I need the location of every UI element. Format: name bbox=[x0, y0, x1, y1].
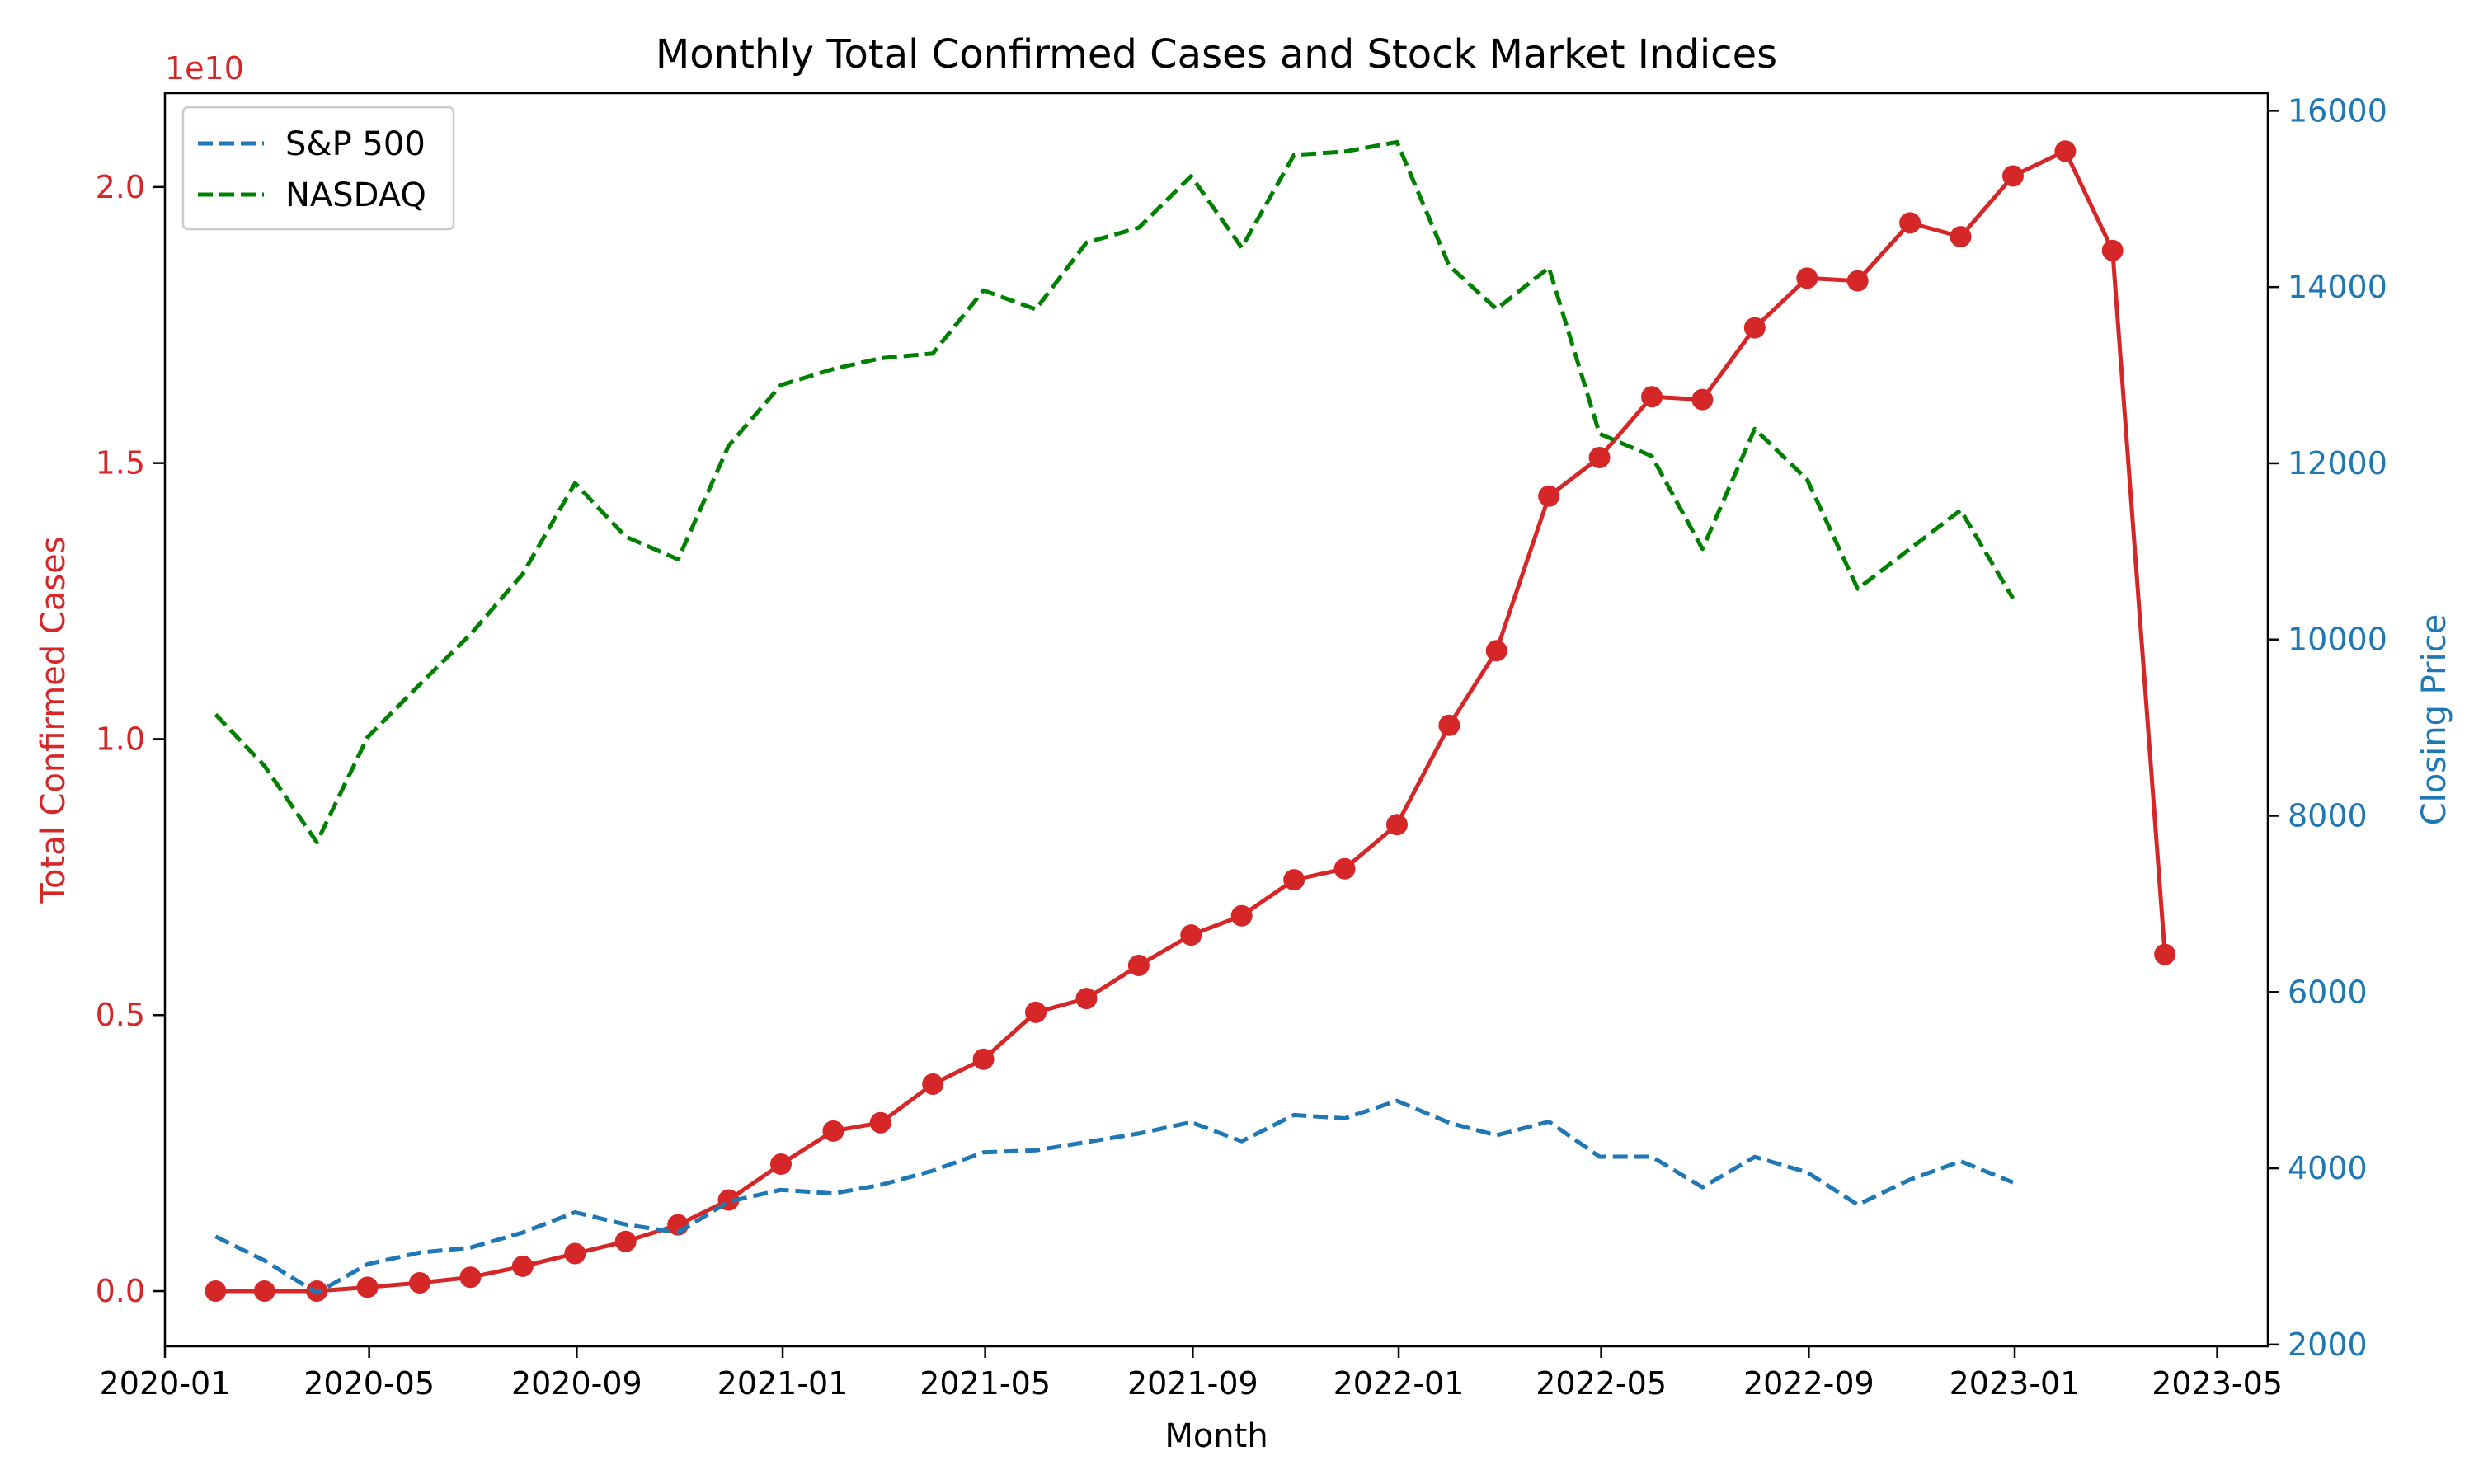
x-tick-label: 2021-01 bbox=[717, 1365, 849, 1402]
data-point-total-confirmed-cases bbox=[1180, 924, 1202, 946]
data-point-total-confirmed-cases bbox=[1438, 714, 1460, 736]
data-point-total-confirmed-cases bbox=[1333, 857, 1356, 880]
x-tick-label: 2021-05 bbox=[920, 1365, 1051, 1402]
data-point-total-confirmed-cases bbox=[972, 1048, 995, 1070]
chart-title: Monthly Total Confirmed Cases and Stock … bbox=[656, 31, 1777, 77]
right-y-axis: 2000 4000 6000 8000 10000 12000 14000 16000 bbox=[2268, 92, 2387, 1363]
plot-frame bbox=[163, 92, 2269, 1348]
data-point-total-confirmed-cases bbox=[1950, 226, 1972, 248]
data-point-total-confirmed-cases bbox=[1691, 388, 1714, 411]
data-point-total-confirmed-cases bbox=[1588, 446, 1611, 468]
left-tick-label: 1.5 bbox=[96, 445, 145, 481]
data-point-total-confirmed-cases bbox=[459, 1266, 482, 1289]
legend-label: NASDAQ bbox=[285, 176, 426, 214]
x-tick-label: 2022-01 bbox=[1333, 1365, 1465, 1402]
right-tick-label: 2000 bbox=[2288, 1327, 2368, 1363]
data-point-total-confirmed-cases bbox=[511, 1255, 534, 1277]
data-point-total-confirmed-cases bbox=[409, 1271, 431, 1294]
data-point-total-confirmed-cases bbox=[1846, 270, 1869, 292]
x-tick-label: 2022-09 bbox=[1743, 1365, 1874, 1402]
right-tick-label: 14000 bbox=[2288, 269, 2387, 305]
legend: S&P 500 NASDAQ bbox=[181, 106, 455, 231]
right-tick-label: 10000 bbox=[2288, 622, 2387, 658]
left-y-axis: 0.0 0.5 1.0 1.5 2.0 bbox=[96, 169, 165, 1309]
data-point-total-confirmed-cases bbox=[2101, 239, 2124, 261]
legend-label: S&P 500 bbox=[285, 125, 426, 163]
data-point-total-confirmed-cases bbox=[822, 1120, 844, 1142]
right-tick-label: 12000 bbox=[2288, 445, 2387, 481]
x-tick-label: 2020-05 bbox=[303, 1365, 435, 1402]
data-point-total-confirmed-cases bbox=[1485, 640, 1507, 662]
right-tick-label: 4000 bbox=[2288, 1150, 2368, 1186]
data-point-total-confirmed-cases bbox=[1899, 212, 1921, 234]
data-point-total-confirmed-cases bbox=[1796, 267, 1818, 289]
data-point-total-confirmed-cases bbox=[1385, 814, 1408, 836]
data-point-total-confirmed-cases bbox=[614, 1230, 637, 1252]
data-point-total-confirmed-cases bbox=[769, 1153, 792, 1176]
data-point-total-confirmed-cases bbox=[205, 1280, 227, 1303]
data-point-total-confirmed-cases bbox=[1283, 869, 1305, 891]
x-tick-label: 2021-09 bbox=[1127, 1365, 1258, 1402]
left-axis-offset-label: 1e10 bbox=[165, 50, 244, 87]
data-point-total-confirmed-cases bbox=[1743, 317, 1766, 339]
x-tick-label: 2020-01 bbox=[100, 1365, 231, 1402]
left-tick-label: 0.5 bbox=[96, 997, 145, 1033]
data-point-total-confirmed-cases bbox=[2054, 140, 2077, 162]
plot-area bbox=[205, 139, 2176, 1303]
data-point-total-confirmed-cases bbox=[1127, 954, 1150, 976]
data-point-total-confirmed-cases bbox=[564, 1242, 586, 1265]
data-point-total-confirmed-cases bbox=[1025, 1001, 1047, 1023]
left-tick-label: 0.0 bbox=[96, 1273, 145, 1309]
right-tick-label: 6000 bbox=[2288, 974, 2368, 1010]
right-y-axis-title: Closing Price bbox=[2415, 614, 2453, 826]
series-line-nasdaq bbox=[214, 139, 2015, 845]
x-axis-title: Month bbox=[1164, 1417, 1268, 1455]
legend-box bbox=[181, 106, 455, 231]
left-y-axis-title: Total Confirmed Cases bbox=[35, 536, 73, 904]
series-line-s-p-500 bbox=[214, 1098, 2014, 1295]
data-point-total-confirmed-cases bbox=[2154, 943, 2176, 965]
left-tick-label: 2.0 bbox=[96, 169, 145, 205]
x-tick-label: 2023-05 bbox=[2152, 1365, 2283, 1402]
x-axis: 2020-01 2020-05 2020-09 2021-01 2021-05 2021-… bbox=[100, 1346, 2283, 1402]
right-tick-label: 16000 bbox=[2288, 92, 2387, 129]
data-point-total-confirmed-cases bbox=[356, 1276, 379, 1298]
x-tick-label: 2023-01 bbox=[1950, 1365, 2081, 1402]
x-tick-label: 2022-05 bbox=[1536, 1365, 1667, 1402]
x-tick-label: 2020-09 bbox=[511, 1365, 642, 1402]
data-point-total-confirmed-cases bbox=[1641, 386, 1663, 408]
data-point-total-confirmed-cases bbox=[1538, 485, 1560, 507]
data-point-total-confirmed-cases bbox=[1075, 988, 1098, 1010]
right-tick-label: 8000 bbox=[2288, 798, 2368, 834]
data-point-total-confirmed-cases bbox=[869, 1111, 891, 1134]
data-point-total-confirmed-cases bbox=[922, 1073, 944, 1095]
left-tick-label: 1.0 bbox=[96, 721, 145, 757]
data-point-total-confirmed-cases bbox=[253, 1280, 275, 1303]
data-point-total-confirmed-cases bbox=[2001, 165, 2024, 187]
data-point-total-confirmed-cases bbox=[1230, 904, 1253, 927]
